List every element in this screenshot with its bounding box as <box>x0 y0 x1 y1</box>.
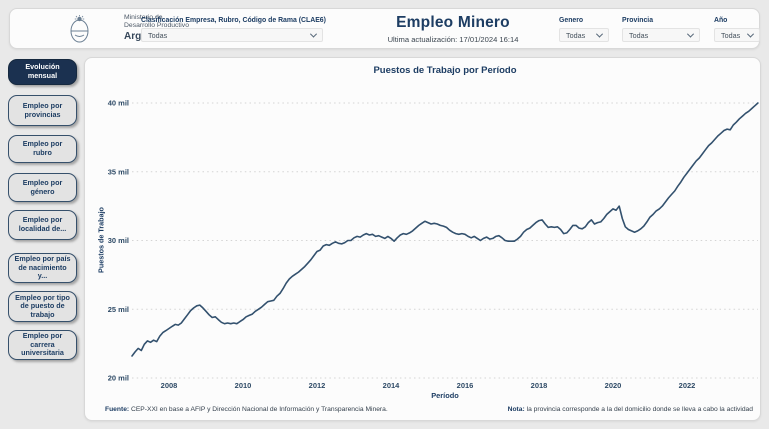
ano-dropdown-value: Todas <box>721 30 741 40</box>
ano-dropdown[interactable]: Todas <box>714 28 760 42</box>
chevron-down-icon <box>595 30 604 38</box>
header-bar: Ministerio de Desarrollo Productivo Arge… <box>9 8 760 49</box>
chevron-down-icon <box>309 30 318 38</box>
x-tick-label: 2016 <box>457 381 474 390</box>
source-note: Fuente: CEP-XXI en base a AFIP y Direcci… <box>105 406 388 413</box>
footnote-label: Nota: <box>507 406 525 413</box>
sidebar-item-empleo-por-genero[interactable]: Empleo por género <box>8 173 77 202</box>
line-chart: 20 mil 25 mil 30 mil 35 mil 40 mil 2008 2010 20… <box>108 99 759 390</box>
provincia-dropdown[interactable]: Todas <box>622 28 700 42</box>
clae6-dropdown-value: Todas <box>148 30 168 40</box>
provincia-filter-group: Provincia Todas <box>622 17 700 42</box>
coat-of-arms-logo <box>70 15 89 43</box>
ministry-line1: Ministerio de <box>124 14 163 21</box>
employment-line-series <box>131 102 759 357</box>
y-tick-label: 40 mil <box>108 99 129 108</box>
source-label: Fuente: <box>105 406 130 413</box>
x-tick-label: 2020 <box>605 381 622 390</box>
sidebar-item-empleo-por-tipo-de-puesto-de-trabajo[interactable]: Empleo por tipo de puesto de trabajo <box>8 291 77 322</box>
sidebar-item-empleo-por-pais-de-nacimiento-y[interactable]: Empleo por país de nacimiento y... <box>8 253 77 283</box>
genero-dropdown[interactable]: Todas <box>559 28 609 42</box>
genero-dropdown-value: Todas <box>566 30 586 40</box>
x-tick-label: 2008 <box>161 381 178 390</box>
x-tick-label: 2012 <box>309 381 326 390</box>
x-tick-label: 2010 <box>235 381 252 390</box>
y-tick-label: 30 mil <box>108 236 129 245</box>
sidebar-item-empleo-por-localidad-de[interactable]: Empleo por localidad de... <box>8 210 77 240</box>
y-tick-label: 35 mil <box>108 167 129 176</box>
source-text: CEP-XXI en base a AFIP y Dirección Nacio… <box>129 406 388 413</box>
last-updated-text: Ultima actualización: 17/01/2024 16:14 <box>387 35 519 44</box>
clae6-filter-group: Clasificación Empresa, Rubro, Código de … <box>141 17 326 42</box>
x-axis-title: Período <box>431 391 459 400</box>
sidebar-item-empleo-por-rubro[interactable]: Empleo por rubro <box>8 135 77 163</box>
x-tick-label: 2022 <box>679 381 696 390</box>
ano-filter-label: Año <box>714 17 728 24</box>
x-tick-label: 2018 <box>531 381 548 390</box>
genero-filter-label: Genero <box>559 17 584 24</box>
provincia-filter-label: Provincia <box>622 17 654 24</box>
chevron-down-icon <box>746 30 755 38</box>
clae6-dropdown[interactable]: Todas <box>141 28 323 42</box>
ano-filter-group: Año Todas <box>714 17 760 42</box>
chevron-down-icon <box>686 30 695 38</box>
x-tick-label: 2014 <box>383 381 401 390</box>
sidebar-item-evolucion-mensual[interactable]: Evolución mensual <box>8 59 77 85</box>
sidebar-item-empleo-por-carrera-universitaria[interactable]: Empleo por carrera universitaria <box>8 330 77 360</box>
report-title-block: Empleo Minero Ultima actualización: 17/0… <box>353 14 553 44</box>
footnote-text: la provincia corresponde a la del domici… <box>524 406 753 413</box>
chart-card: Puestos de Trabajo por Período Puestos d… <box>84 57 761 421</box>
ministry-line2: Desarrollo Productivo <box>124 21 189 29</box>
sidebar-item-empleo-por-provincias[interactable]: Empleo por provincias <box>8 95 77 126</box>
page-title: Empleo Minero <box>396 14 510 31</box>
clae6-filter-label: Clasificación Empresa, Rubro, Código de … <box>141 17 326 24</box>
chart-title: Puestos de Trabajo por Período <box>373 65 517 76</box>
y-tick-label: 25 mil <box>108 305 129 314</box>
genero-filter-group: Genero Todas <box>559 17 609 42</box>
provincia-dropdown-value: Todas <box>629 30 649 40</box>
footnote: Nota: la provincia corresponde a la del … <box>508 406 753 413</box>
y-tick-label: 20 mil <box>108 374 129 383</box>
